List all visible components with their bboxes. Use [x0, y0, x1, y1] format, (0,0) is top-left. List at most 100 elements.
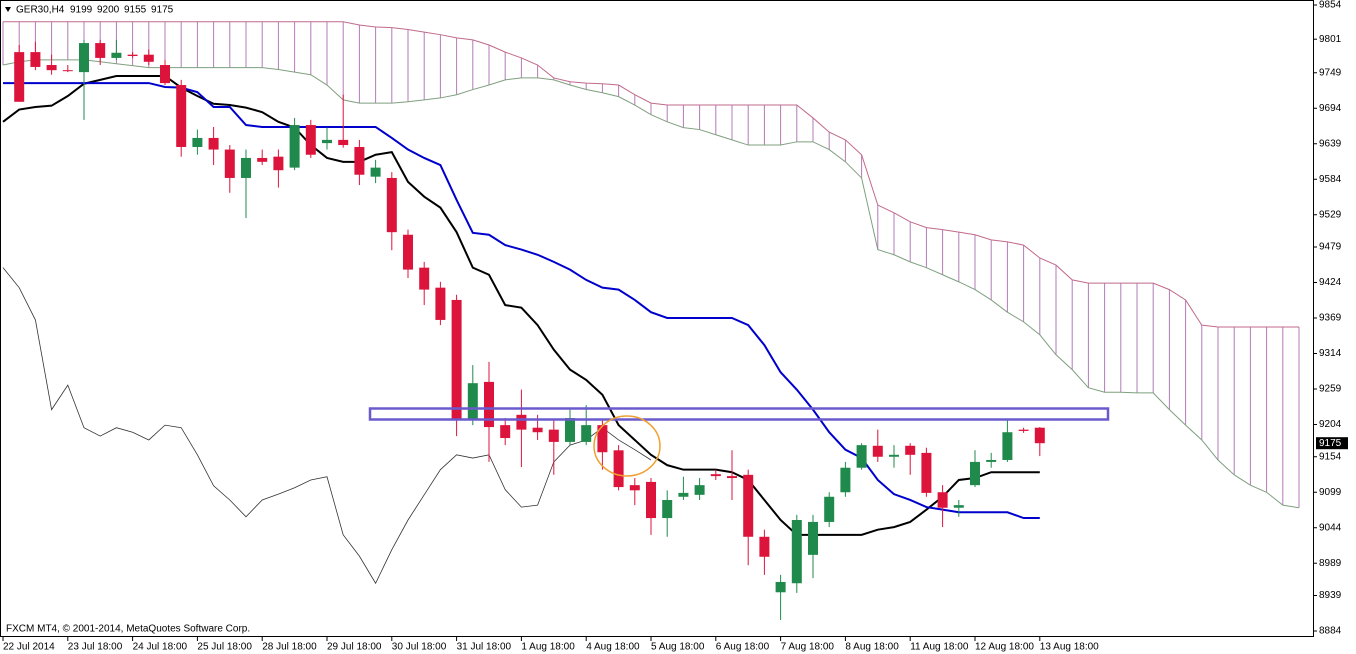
candle-body — [937, 492, 948, 508]
x-tick-label: 29 Jul 18:00 — [327, 642, 382, 653]
candle-body — [451, 299, 462, 420]
candle-body — [532, 427, 543, 433]
candle-body — [257, 157, 268, 162]
candle-body — [46, 65, 57, 71]
y-tick-label: 9259 — [1319, 384, 1342, 395]
candle-body — [791, 519, 802, 584]
candle-body — [743, 474, 754, 537]
plot-layer — [2, 21, 1300, 621]
y-tick-label: 9639 — [1319, 138, 1342, 149]
candle-body — [565, 418, 575, 442]
last-price-box — [1316, 437, 1348, 450]
candle-body — [856, 445, 867, 468]
candle-body — [921, 452, 932, 493]
candle-body — [143, 54, 154, 62]
indicator-line — [3, 21, 1299, 328]
candle-body — [273, 156, 284, 171]
candle-body — [419, 267, 430, 290]
candle-body — [840, 467, 851, 493]
candle-body — [354, 146, 365, 175]
candle-body — [824, 496, 835, 522]
y-tick-label: 9479 — [1319, 242, 1342, 253]
indicator-line — [2, 74, 1040, 536]
y-tick-label: 9584 — [1319, 174, 1342, 185]
candle-body — [613, 450, 624, 488]
candle-body — [1034, 427, 1045, 444]
y-tick-label: 9801 — [1319, 34, 1342, 45]
x-tick-label: 28 Jul 18:00 — [262, 642, 317, 653]
candle-body — [548, 429, 559, 442]
candle-body — [467, 383, 478, 420]
candle-body — [1018, 429, 1029, 431]
candle-body — [62, 70, 73, 72]
y-tick-label: 8939 — [1319, 590, 1342, 601]
y-tick-label: 9154 — [1319, 451, 1342, 462]
x-tick-label: 4 Aug 18:00 — [586, 642, 640, 653]
candle-body — [775, 581, 786, 593]
candle-body — [289, 125, 300, 168]
candle-body — [678, 492, 689, 497]
candle-body — [338, 139, 349, 146]
indicator-line — [3, 82, 1040, 520]
candle-body — [986, 459, 997, 462]
candle-body — [759, 536, 770, 557]
candle-body — [127, 54, 138, 56]
x-tick-label: 24 Jul 18:00 — [133, 642, 188, 653]
ohlc-high: 9200 — [97, 5, 120, 16]
y-tick-label: 9314 — [1319, 348, 1342, 359]
y-tick-label: 9749 — [1319, 67, 1342, 78]
candle-body — [322, 139, 332, 144]
candle-body — [224, 149, 235, 178]
candle-body — [403, 234, 413, 270]
candle-body — [581, 425, 592, 442]
x-tick-label: 8 Aug 18:00 — [845, 642, 899, 653]
y-tick-label: 9204 — [1319, 419, 1342, 430]
candle-body — [646, 481, 656, 519]
indicator-line — [2, 59, 1300, 509]
candle-body — [662, 499, 673, 519]
y-tick-label: 9854 — [1319, 0, 1342, 11]
symbol: GER30,H4 — [16, 5, 65, 16]
candle-body — [629, 485, 640, 491]
candle-body — [386, 177, 397, 233]
candle-body — [597, 425, 608, 453]
x-tick-label: 7 Aug 18:00 — [781, 642, 835, 653]
candle-body — [192, 137, 203, 147]
candle-body — [872, 445, 883, 457]
candle-body — [808, 521, 818, 555]
footer: FXCM MT4, © 2001-2014, MetaQuotes Softwa… — [6, 624, 250, 635]
y-tick-label: 9529 — [1319, 209, 1342, 220]
x-tick-label: 22 Jul 2014 — [3, 642, 55, 653]
candle-body — [160, 65, 170, 84]
candle-body — [727, 476, 737, 479]
y-tick-label: 9694 — [1319, 103, 1342, 114]
candle-body — [208, 137, 219, 150]
x-tick-label: 13 Aug 18:00 — [1040, 642, 1099, 653]
candle-body — [694, 485, 705, 495]
ohlc-open: 9199 — [70, 5, 93, 16]
candle-body — [30, 52, 41, 67]
x-tick-label: 6 Aug 18:00 — [716, 642, 770, 653]
candle-body — [484, 381, 494, 428]
y-tick-label: 8884 — [1319, 626, 1342, 637]
x-tick-label: 1 Aug 18:00 — [521, 642, 575, 653]
highlight-ellipse — [593, 415, 661, 477]
candle-body — [305, 125, 316, 155]
candle-body — [1002, 432, 1013, 460]
candle-body — [500, 425, 511, 439]
candle-body — [370, 167, 381, 177]
x-tick-label: 31 Jul 18:00 — [457, 642, 512, 653]
candle-body — [953, 505, 964, 508]
x-tick-label: 11 Aug 18:00 — [910, 642, 969, 653]
x-tick-label: 5 Aug 18:00 — [651, 642, 705, 653]
x-tick-label: 30 Jul 18:00 — [392, 642, 447, 653]
y-tick-label: 8989 — [1319, 558, 1342, 569]
candle-body — [516, 414, 527, 430]
candle-body — [970, 461, 980, 486]
candle-body — [435, 287, 446, 320]
y-tick-label: 9044 — [1319, 522, 1342, 533]
menu-triangle — [5, 7, 11, 12]
candle-body — [176, 85, 187, 147]
candle-body — [241, 157, 251, 178]
